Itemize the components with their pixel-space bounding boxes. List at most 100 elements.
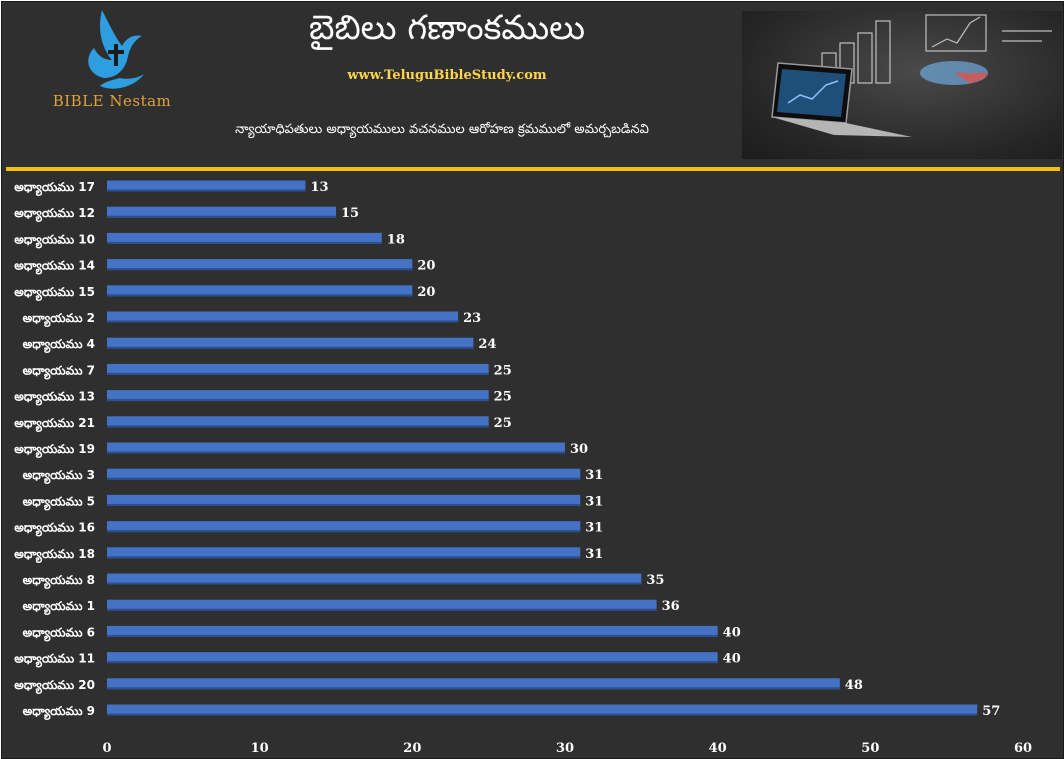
bar-shadow — [107, 320, 459, 323]
data-label: 25 — [494, 363, 512, 378]
category-label: అధ్యాయము 10 — [14, 232, 95, 248]
bar-shadow — [107, 530, 581, 533]
bar — [107, 259, 413, 271]
data-label: 40 — [723, 652, 741, 667]
data-label: 57 — [982, 704, 1000, 719]
bar — [107, 337, 474, 349]
data-label: 36 — [662, 599, 680, 614]
bar — [107, 521, 581, 533]
category-label: అధ్యాయము 15 — [14, 285, 95, 301]
bar — [107, 416, 489, 428]
bar-shadow — [107, 399, 489, 402]
data-label: 31 — [585, 468, 603, 483]
data-label: 31 — [585, 494, 603, 509]
bar-shadow — [107, 582, 642, 585]
bar-shadow — [107, 294, 413, 297]
x-tick-label: 30 — [556, 741, 574, 756]
bar-shadow — [107, 556, 581, 559]
bar — [107, 625, 718, 637]
bar-shadow — [107, 477, 581, 480]
x-tick-label: 60 — [1014, 741, 1032, 756]
bar-shadow — [107, 346, 474, 349]
bar — [107, 704, 978, 716]
category-label: అధ్యాయము 16 — [14, 521, 95, 537]
category-label: అధ్యాయము 5 — [23, 494, 95, 510]
divider — [6, 167, 1060, 171]
category-label: అధ్యాయము 8 — [23, 573, 95, 589]
bar-shadow — [107, 425, 489, 428]
bar-shadow — [107, 189, 306, 192]
bar — [107, 573, 642, 585]
data-label: 31 — [585, 521, 603, 536]
data-label: 23 — [463, 311, 481, 326]
x-tick-label: 20 — [403, 741, 421, 756]
logo: BIBLE Nestam — [42, 8, 182, 118]
category-label: అధ్యాయము 14 — [14, 259, 95, 275]
bar — [107, 206, 336, 218]
data-label: 25 — [494, 390, 512, 405]
category-label: అధ్యాయము 17 — [14, 180, 95, 196]
page-title: బైబిలు గణాంకములు — [308, 8, 586, 48]
bar — [107, 390, 489, 402]
bar — [107, 547, 581, 559]
bar-shadow — [107, 687, 840, 690]
category-label: అధ్యాయము 13 — [14, 390, 95, 406]
bar — [107, 494, 581, 506]
data-label: 40 — [723, 625, 741, 640]
bar-shadow — [107, 215, 336, 218]
data-label: 30 — [570, 442, 588, 457]
data-label: 35 — [646, 573, 664, 588]
bar — [107, 678, 840, 690]
data-label: 48 — [845, 678, 863, 693]
category-label: అధ్యాయము 2 — [23, 311, 95, 327]
dove-cross-icon — [88, 10, 144, 89]
data-label: 18 — [387, 232, 405, 247]
data-label: 15 — [341, 206, 359, 221]
x-tick-label: 10 — [251, 741, 269, 756]
x-tick-label: 50 — [861, 741, 879, 756]
bar-shadow — [107, 661, 718, 664]
bar — [107, 599, 657, 611]
bar-shadow — [107, 608, 657, 611]
category-label: అధ్యాయము 6 — [23, 625, 95, 641]
bar — [107, 180, 306, 192]
category-label: అధ్యాయము 20 — [14, 678, 95, 694]
laptop-charts-image — [742, 11, 1062, 159]
bar — [107, 442, 565, 454]
bar — [107, 468, 581, 480]
chart-subtitle: న్యాయాధిపతులు అధ్యాయములు వచనముల ఆరోహణ క్… — [235, 122, 649, 137]
bar — [107, 652, 718, 664]
category-label: అధ్యాయము 1 — [23, 599, 95, 615]
category-label: అధ్యాయము 21 — [14, 416, 95, 432]
data-label: 13 — [310, 180, 328, 195]
category-label: అధ్యాయము 19 — [14, 442, 95, 458]
x-tick-label: 40 — [709, 741, 727, 756]
bar-shadow — [107, 634, 718, 637]
category-label: అధ్యాయము 3 — [23, 468, 95, 484]
data-label: 25 — [494, 416, 512, 431]
website-link[interactable]: www.TeluguBibleStudy.com — [347, 68, 547, 83]
category-label: అధ్యాయము 11 — [14, 652, 95, 668]
bar — [107, 363, 489, 375]
data-label: 20 — [417, 259, 435, 274]
category-label: అధ్యాయము 12 — [14, 206, 95, 222]
x-tick-label: 0 — [102, 741, 111, 756]
bar — [107, 232, 382, 244]
data-label: 20 — [417, 285, 435, 300]
logo-text: BIBLE Nestam — [52, 92, 172, 110]
bar-shadow — [107, 503, 581, 506]
category-label: అధ్యాయము 4 — [23, 337, 95, 353]
bar-shadow — [107, 451, 565, 454]
bar — [107, 285, 413, 297]
bar-shadow — [107, 268, 413, 271]
bar-shadow — [107, 713, 978, 716]
category-label: అధ్యాయము 18 — [14, 547, 95, 563]
bar — [107, 311, 459, 323]
bar-shadow — [107, 241, 382, 244]
bar-shadow — [107, 372, 489, 375]
data-label: 24 — [478, 337, 496, 352]
data-label: 31 — [585, 547, 603, 562]
category-label: అధ్యాయము 9 — [23, 704, 95, 720]
